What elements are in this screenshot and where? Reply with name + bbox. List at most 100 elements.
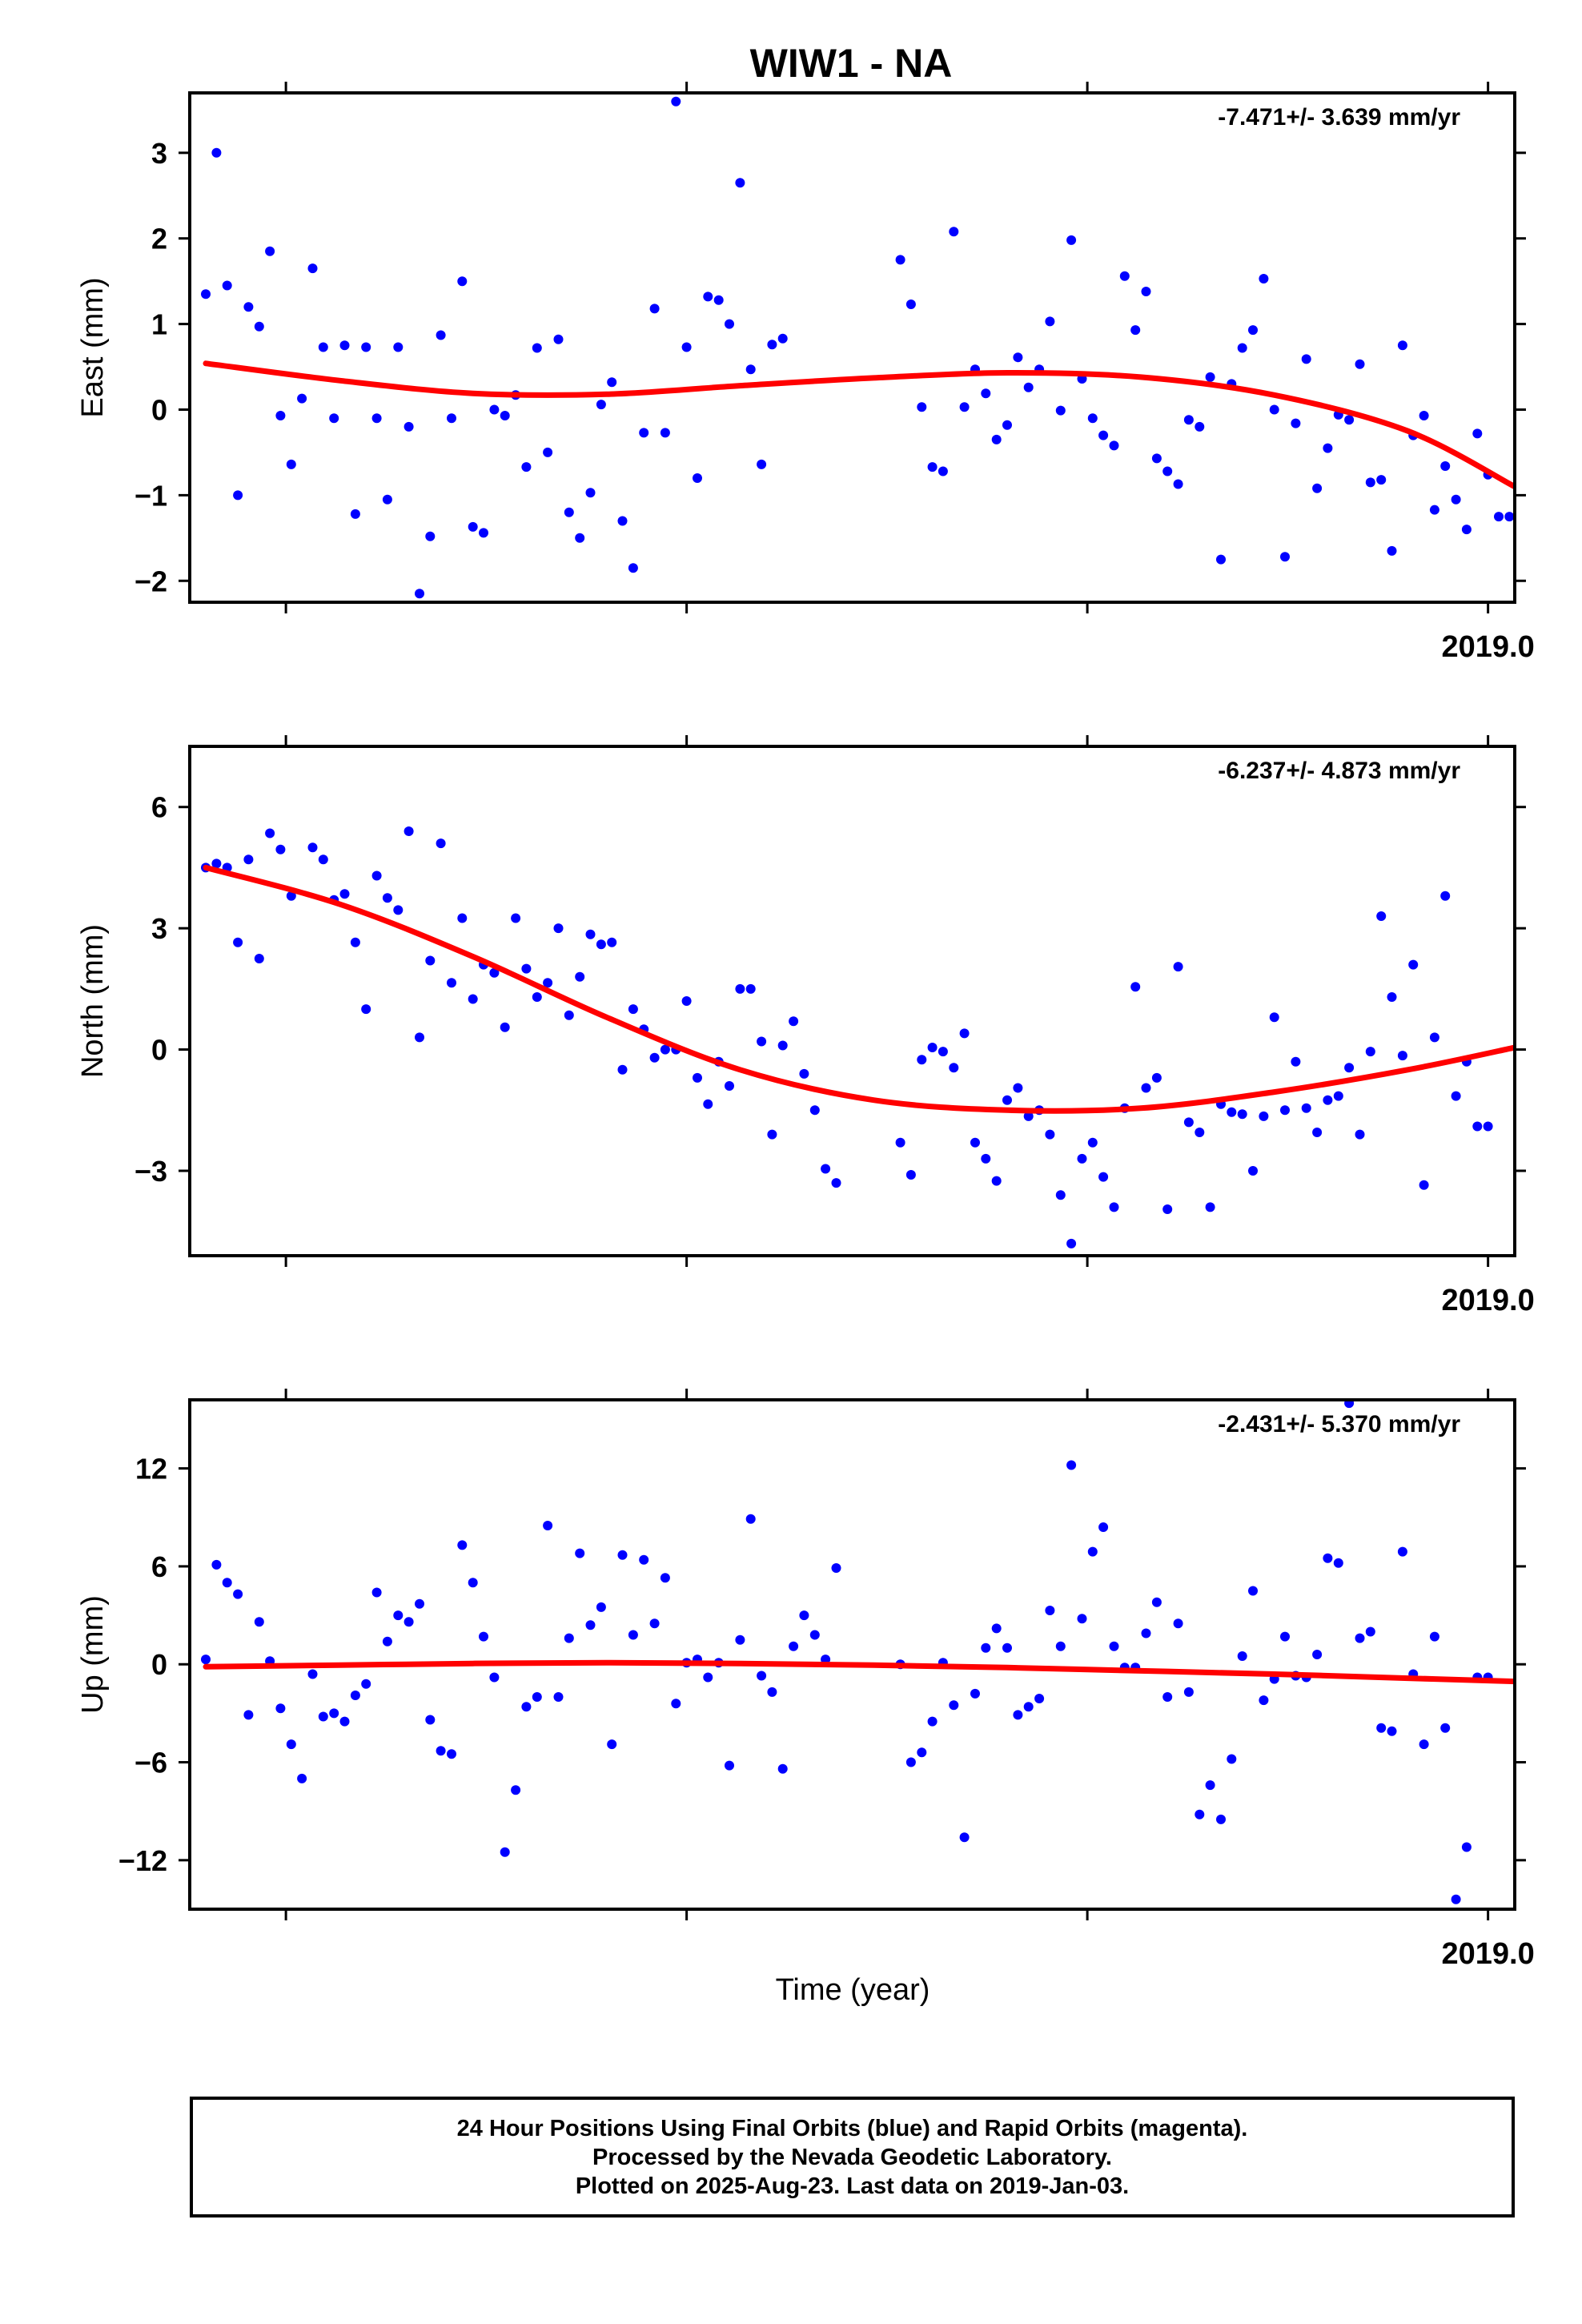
data-point: [361, 342, 371, 352]
data-point: [1365, 1626, 1375, 1637]
data-point: [777, 333, 788, 344]
data-point: [1119, 271, 1130, 281]
data-point: [617, 1550, 628, 1560]
data-point: [361, 1679, 371, 1689]
data-point: [767, 340, 777, 350]
data-point: [457, 276, 468, 287]
data-point: [693, 1072, 702, 1083]
data-point: [1440, 891, 1451, 901]
data-point: [222, 280, 232, 291]
data-point: [777, 1763, 788, 1774]
data-point: [254, 321, 264, 332]
data-point: [1151, 1072, 1162, 1083]
data-point: [1504, 0, 1514, 5]
data-point: [543, 1521, 553, 1530]
data-point: [596, 400, 606, 410]
data-point: [564, 1633, 574, 1643]
data-point: [553, 923, 564, 934]
data-point: [757, 1036, 767, 1047]
data-point: [1419, 411, 1429, 420]
data-point: [393, 342, 404, 352]
data-point: [1183, 1687, 1194, 1697]
data-point: [457, 913, 468, 923]
x-tick-label: 2019.0: [1442, 1937, 1535, 1971]
data-point: [243, 1710, 254, 1720]
data-points: [201, 96, 1515, 599]
data-point: [468, 1578, 478, 1588]
data-point: [703, 292, 713, 302]
data-point: [404, 421, 414, 432]
data-point: [1173, 1618, 1183, 1629]
north-panel: −3 0 3 6 2019.0 -6.237+/- 4.873 mm/yr North (m…: [76, 0, 1535, 1317]
data-point: [1504, 0, 1514, 5]
data-point: [532, 992, 542, 1002]
data-point: [1098, 1522, 1109, 1532]
data-point: [500, 411, 510, 420]
data-point: [585, 488, 596, 498]
data-point: [233, 937, 243, 947]
data-point: [447, 1749, 456, 1759]
figure-title: WIW1 - NA: [750, 41, 953, 86]
data-point: [350, 937, 360, 947]
data-point: [468, 994, 478, 1004]
data-point: [970, 1688, 980, 1699]
data-point: [607, 377, 617, 388]
data-points: [201, 0, 1514, 1904]
data-point: [211, 858, 222, 869]
data-point: [1280, 552, 1290, 562]
data-point: [1087, 413, 1098, 424]
data-point: [393, 1610, 404, 1621]
data-point: [521, 462, 532, 472]
data-point: [1483, 1121, 1493, 1132]
y-axis-title: North (mm): [76, 924, 110, 1078]
data-point: [585, 929, 596, 939]
data-point: [1494, 512, 1504, 522]
data-point: [436, 838, 446, 849]
data-point: [821, 1164, 831, 1174]
data-point: [981, 1153, 991, 1164]
data-point: [767, 1687, 777, 1697]
data-point: [425, 955, 436, 966]
y-tick-label: 0: [151, 1648, 167, 1681]
data-point: [1376, 911, 1387, 921]
data-point: [1183, 415, 1194, 425]
data-point: [735, 983, 745, 994]
data-point: [1013, 1083, 1023, 1093]
data-point: [789, 1016, 799, 1027]
data-point: [991, 1623, 1002, 1634]
data-point: [1066, 235, 1077, 245]
data-point: [1344, 1063, 1355, 1073]
data-point: [1109, 1641, 1119, 1651]
data-point: [1355, 359, 1365, 369]
data-point: [1002, 420, 1012, 430]
data-point: [1045, 1606, 1055, 1615]
data-point: [660, 1573, 670, 1583]
data-point: [1301, 1103, 1311, 1113]
data-point: [1472, 1121, 1483, 1132]
rate-label: -6.237+/- 4.873 mm/yr: [1218, 758, 1460, 784]
y-tick-label: 3: [151, 912, 167, 945]
data-point: [1066, 1460, 1077, 1470]
data-point: [649, 1618, 660, 1629]
data-point: [1355, 1129, 1365, 1140]
data-point: [553, 334, 564, 344]
data-point: [275, 411, 286, 420]
data-point: [297, 393, 307, 404]
data-point: [479, 528, 488, 538]
data-point: [543, 447, 553, 457]
data-point: [575, 1548, 585, 1558]
data-point: [617, 1064, 628, 1075]
data-point: [371, 1587, 382, 1598]
data-point: [607, 1739, 617, 1750]
data-point: [639, 1554, 649, 1565]
rate-label: -2.431+/- 5.370 mm/yr: [1218, 1411, 1460, 1437]
data-point: [1440, 1723, 1451, 1733]
data-point: [425, 531, 436, 541]
data-point: [425, 1715, 436, 1725]
data-point: [1077, 1153, 1087, 1164]
data-point: [211, 1559, 222, 1570]
data-point: [927, 1043, 938, 1052]
data-point: [1002, 1095, 1012, 1105]
data-point: [991, 434, 1002, 444]
data-point: [831, 1563, 841, 1573]
